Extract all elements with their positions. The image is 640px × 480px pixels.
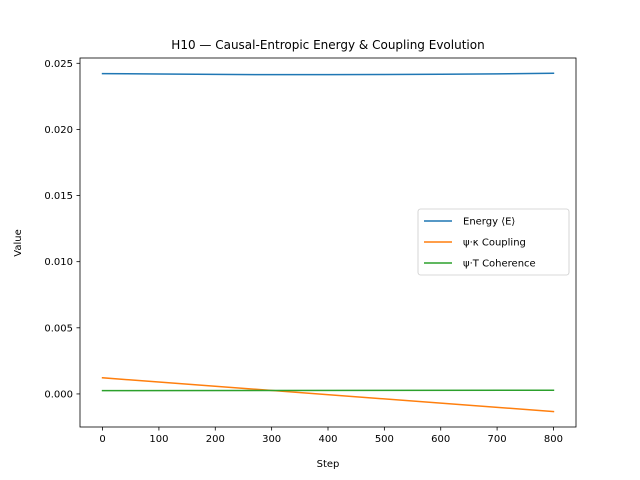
series-line-2 xyxy=(101,376,555,413)
legend-label-3: ψ·T Coherence xyxy=(463,259,536,270)
plot-area xyxy=(101,72,555,413)
x-tick-label: 300 xyxy=(262,434,281,445)
x-tick-label: 100 xyxy=(149,434,168,445)
x-tick-label: 700 xyxy=(488,434,507,445)
y-tick-label: 0.005 xyxy=(44,323,73,334)
x-axis: 0 100 200 300 400 500 600 700 800 xyxy=(99,427,563,445)
legend: Energy ⟨E⟩ ψ·κ Coupling ψ·T Coherence xyxy=(417,208,570,276)
chart-title: H10 — Causal-Entropic Energy & Coupling … xyxy=(171,38,484,52)
y-tick-label: 0.015 xyxy=(44,191,73,202)
y-tick-label: 0.020 xyxy=(44,125,73,136)
x-tick-label: 800 xyxy=(544,434,563,445)
y-axis-title: Value xyxy=(13,229,24,256)
y-tick-label: 0.000 xyxy=(44,389,73,400)
x-tick-label: 500 xyxy=(375,434,394,445)
legend-box xyxy=(417,208,570,276)
y-tick-label: 0.010 xyxy=(44,257,73,268)
x-axis-title: Step xyxy=(317,459,340,470)
x-tick-label: 600 xyxy=(431,434,450,445)
x-tick-label: 400 xyxy=(318,434,337,445)
series-line-1 xyxy=(101,72,555,76)
x-tick-label: 200 xyxy=(206,434,225,445)
legend-label-2: ψ·κ Coupling xyxy=(463,238,526,249)
x-tick-label: 0 xyxy=(99,434,105,445)
y-tick-label: 0.025 xyxy=(44,59,73,70)
y-axis: 0.000 0.005 0.010 0.015 0.020 0.025 xyxy=(44,59,80,400)
legend-label-1: Energy ⟨E⟩ xyxy=(463,217,515,228)
